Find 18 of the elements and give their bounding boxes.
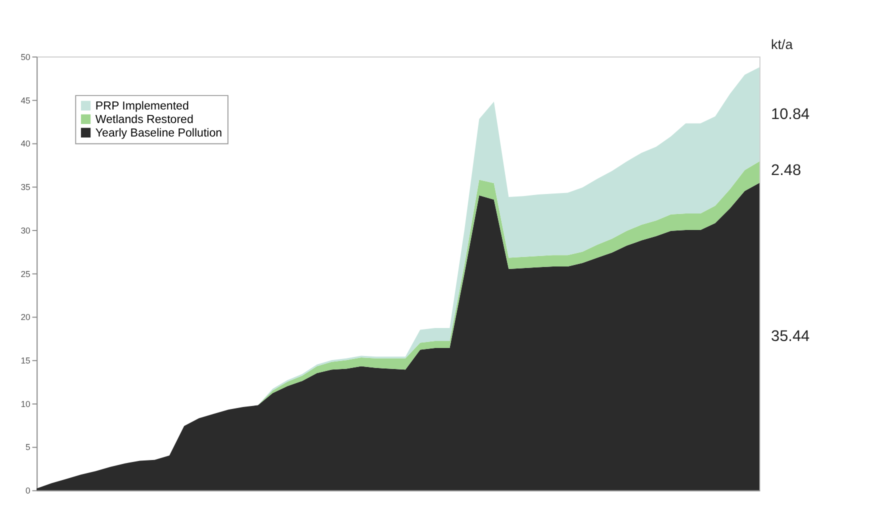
legend-label: PRP Implemented xyxy=(95,100,189,113)
y-tick-label: 35 xyxy=(20,182,31,192)
text: 2.48 xyxy=(771,162,802,180)
y-tick-label: 30 xyxy=(20,225,31,236)
text: 10.84 xyxy=(771,106,810,124)
text: kt/a xyxy=(771,36,794,52)
y-tick-label: 10 xyxy=(20,398,31,409)
y-tick-label: 40 xyxy=(20,138,31,149)
legend-label: Wetlands Restored xyxy=(95,114,194,126)
y-tick-label: 25 xyxy=(20,268,31,279)
y-tick-label: 5 xyxy=(26,442,31,452)
y-tick-label: 45 xyxy=(20,95,31,106)
y-tick-label: 20 xyxy=(20,312,31,322)
y-tick-label: 0 xyxy=(26,486,31,496)
y-tick-label: 15 xyxy=(20,355,31,366)
legend-label: Yearly Baseline Pollution xyxy=(95,128,222,140)
y-tick-label: 50 xyxy=(20,52,31,62)
text: 35.44 xyxy=(771,328,810,345)
